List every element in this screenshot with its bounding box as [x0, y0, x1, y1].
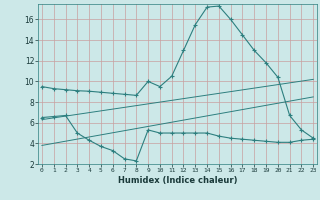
X-axis label: Humidex (Indice chaleur): Humidex (Indice chaleur) [118, 176, 237, 185]
